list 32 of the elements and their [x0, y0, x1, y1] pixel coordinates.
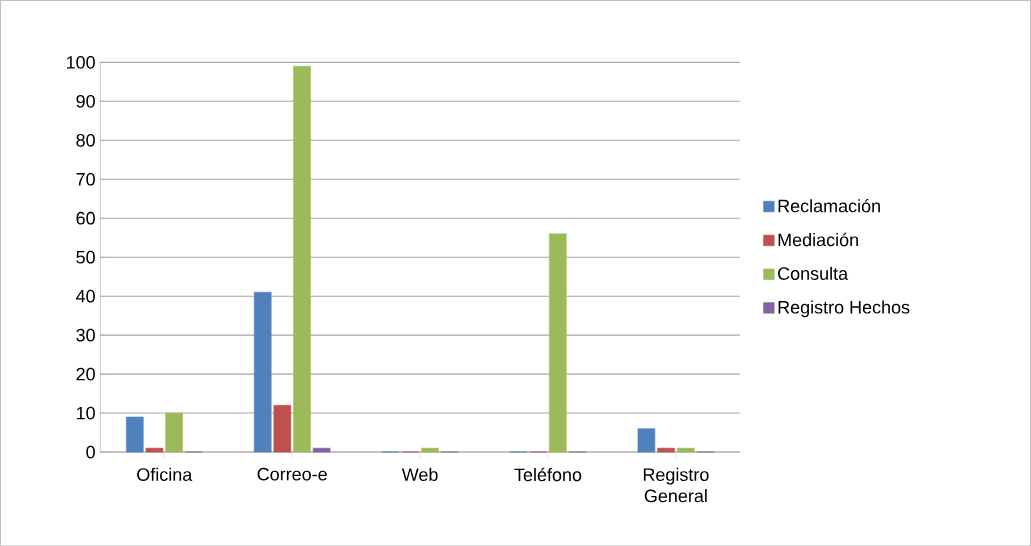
- y-tick-label: 40: [76, 289, 95, 303]
- y-tick-label: 20: [76, 367, 95, 381]
- y-tick-label: 70: [76, 172, 95, 186]
- bar: [165, 412, 183, 453]
- y-tick-label: 10: [76, 406, 95, 420]
- bar: [293, 65, 311, 453]
- y-tick-label: 0: [86, 445, 95, 459]
- legend-label: Registro Hechos: [778, 300, 910, 318]
- bar: [145, 447, 164, 453]
- x-tick-label: Oficina: [137, 467, 193, 481]
- y-tick-label: 90: [76, 94, 95, 108]
- legend-label: Mediación: [778, 232, 858, 247]
- y-tick-label: 30: [76, 328, 95, 342]
- legend-label: Consulta: [778, 266, 849, 280]
- y-tick-label: 80: [76, 133, 95, 147]
- legend-label: Reclamación: [778, 198, 880, 213]
- bar: [421, 447, 439, 453]
- bar: [657, 447, 675, 453]
- x-tick-label: Teléfono: [514, 467, 582, 481]
- bar: [273, 404, 292, 453]
- y-tick-label: 50: [76, 250, 95, 264]
- x-tick-label: Registro General: [643, 467, 709, 503]
- bar: [676, 447, 695, 453]
- bar: [549, 233, 567, 453]
- bar: [637, 428, 656, 453]
- y-tick-label: 60: [76, 211, 95, 225]
- x-tick-label: Correo-e: [257, 467, 327, 481]
- bar: [253, 291, 272, 453]
- bar: [126, 416, 144, 453]
- y-tick-label: 100: [66, 55, 95, 69]
- x-tick-label: Web: [401, 467, 438, 481]
- bar: [312, 447, 331, 453]
